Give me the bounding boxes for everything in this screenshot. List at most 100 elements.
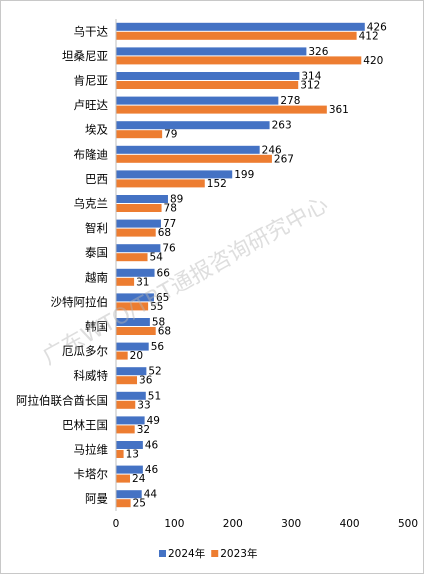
bar (116, 367, 147, 376)
data-label: 46 (145, 464, 159, 476)
category-label: 布隆迪 (74, 147, 109, 161)
data-label: 33 (137, 399, 150, 411)
data-label: 361 (329, 104, 349, 116)
data-label: 89 (170, 194, 183, 206)
bar (116, 293, 154, 302)
data-label: 54 (150, 252, 164, 264)
data-label: 68 (158, 326, 171, 338)
bar (116, 391, 146, 400)
bar (116, 195, 168, 203)
bar (116, 154, 272, 163)
data-label: 66 (157, 267, 171, 279)
category-label: 巴西 (85, 172, 108, 186)
category-label: 泰国 (85, 246, 108, 260)
legend-label: 2024年 (168, 547, 205, 560)
bar (116, 268, 155, 277)
legend: 2024年 2023年 (159, 547, 257, 560)
bar (116, 400, 136, 409)
data-label: 51 (148, 390, 161, 402)
data-label: 412 (359, 30, 379, 42)
category-label: 巴林王国 (62, 418, 108, 432)
bar (116, 342, 149, 351)
data-label: 31 (136, 276, 149, 288)
category-label: 阿拉伯联合酋长国 (16, 393, 108, 407)
bar (116, 450, 124, 458)
category-label: 智利 (85, 221, 108, 235)
data-label: 58 (152, 317, 165, 329)
bar (116, 302, 149, 311)
x-tick-label: 500 (398, 518, 418, 530)
watermark-text: 广东WTO/TBT通报咨询研究中心 (39, 192, 333, 370)
data-label: 25 (133, 498, 146, 510)
legend-swatch (211, 550, 219, 557)
bar (116, 121, 270, 130)
category-label: 科威特 (74, 369, 109, 383)
data-label: 24 (132, 473, 146, 485)
legend-label: 2023年 (220, 547, 257, 560)
x-tick-label: 0 (113, 518, 120, 530)
bar (116, 425, 135, 434)
data-label: 426 (367, 21, 387, 33)
bar (116, 244, 161, 253)
data-label: 312 (300, 80, 320, 92)
bar (116, 219, 161, 228)
bar (116, 31, 357, 40)
bar (116, 204, 162, 212)
bar (116, 170, 233, 179)
x-tick-label: 200 (223, 518, 243, 530)
category-label: 卡塔尔 (74, 467, 109, 481)
data-label: 36 (139, 375, 153, 387)
bar (116, 130, 163, 139)
data-label: 55 (150, 301, 163, 313)
legend-swatch (159, 550, 166, 557)
bar (116, 72, 300, 80)
data-label: 267 (274, 153, 294, 165)
category-label: 埃及 (85, 123, 108, 137)
bar (116, 327, 156, 335)
bars-group (116, 22, 365, 508)
bar (116, 277, 135, 286)
data-label: 76 (162, 243, 176, 255)
data-label: 79 (164, 129, 177, 141)
bar (116, 253, 148, 262)
bar (116, 416, 145, 425)
category-label: 阿曼 (85, 492, 108, 506)
category-label: 乌克兰 (74, 197, 109, 211)
category-label: 越南 (85, 270, 108, 284)
bar (116, 81, 299, 89)
data-label: 314 (301, 71, 321, 83)
bar (116, 228, 156, 237)
data-label: 326 (308, 46, 328, 58)
category-label: 乌干达 (74, 24, 109, 38)
bar (116, 56, 362, 65)
data-label: 20 (130, 350, 143, 362)
category-label: 肯尼亚 (74, 74, 109, 88)
category-label: 马拉维 (74, 443, 109, 457)
data-label: 52 (148, 366, 161, 378)
x-tick-label: 400 (340, 518, 360, 530)
category-labels: 乌干达坦桑尼亚肯尼亚卢旺达埃及布隆迪巴西乌克兰智利泰国越南沙特阿拉伯韩国厄瓜多尔… (16, 24, 108, 505)
data-label: 78 (164, 203, 177, 215)
category-label: 韩国 (85, 320, 108, 334)
x-axis-ticks: 0 100 200 300 400 500 (113, 518, 418, 530)
data-label: 420 (363, 55, 383, 67)
data-label: 44 (144, 489, 158, 501)
data-label: 199 (234, 169, 254, 181)
category-label: 沙特阿拉伯 (51, 295, 109, 309)
x-tick-label: 100 (164, 518, 184, 530)
data-label: 56 (151, 341, 165, 353)
bar (116, 96, 279, 105)
data-label: 65 (156, 292, 169, 304)
data-label: 263 (272, 120, 292, 132)
data-label: 278 (280, 95, 300, 107)
data-label: 13 (126, 449, 139, 461)
category-label: 坦桑尼亚 (62, 49, 108, 63)
x-tick-label: 300 (281, 518, 301, 530)
bar (116, 47, 307, 56)
data-label: 77 (163, 218, 176, 230)
bar (116, 465, 143, 474)
data-label: 246 (262, 144, 282, 156)
